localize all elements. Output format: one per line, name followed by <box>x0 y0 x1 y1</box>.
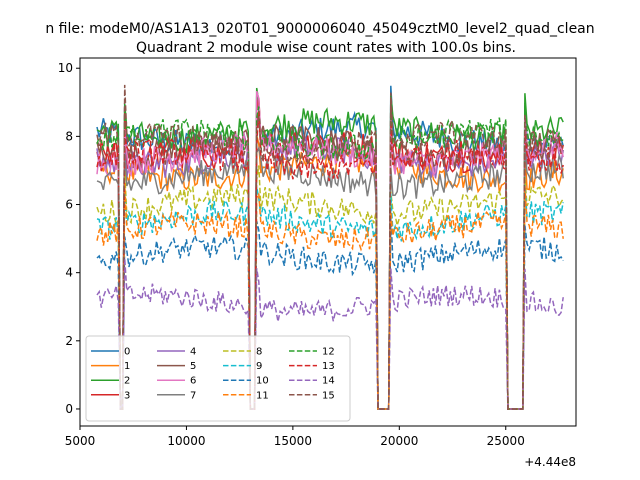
y-axis: 0 2 4 6 8 10 <box>58 61 80 416</box>
y-tick-label: 0 <box>65 402 73 416</box>
legend-label-11: 11 <box>256 390 269 401</box>
legend-label-13: 13 <box>322 361 335 372</box>
chart-title: Quadrant 2 module wise count rates with … <box>136 40 516 56</box>
legend-label-8: 8 <box>256 347 262 358</box>
y-tick-label: 2 <box>65 334 73 348</box>
x-tick-label: 5000 <box>65 434 96 448</box>
legend-label-14: 14 <box>322 376 335 387</box>
plot-frame <box>79 57 577 427</box>
x-tick-label: 15000 <box>274 434 312 448</box>
legend-label-9: 9 <box>256 361 262 372</box>
legend-label-0: 0 <box>124 347 130 358</box>
x-tick-label: 20000 <box>380 434 418 448</box>
x-offset-label: +4.44e8 <box>524 455 576 469</box>
series-line-2 <box>96 87 564 410</box>
y-tick-label: 10 <box>58 61 73 75</box>
series-layer <box>96 84 564 410</box>
chart-suptitle: n file: modeM0/AS1A13_020T01_9000006040_… <box>45 21 594 37</box>
legend-label-10: 10 <box>256 376 269 387</box>
y-tick-label: 8 <box>65 129 73 143</box>
legend-label-7: 7 <box>190 390 196 401</box>
series-line-15 <box>96 84 564 410</box>
series-line-14 <box>96 258 564 410</box>
legend-label-4: 4 <box>190 347 196 358</box>
x-axis: 5000 10000 15000 20000 25000 <box>65 426 525 448</box>
legend-label-2: 2 <box>124 376 130 387</box>
y-tick-label: 4 <box>65 266 73 280</box>
series-line-11 <box>96 183 564 410</box>
legend-label-1: 1 <box>124 361 130 372</box>
y-tick-label: 6 <box>65 198 73 212</box>
x-tick-label: 10000 <box>167 434 205 448</box>
series-line-8 <box>96 165 564 410</box>
series-line-7 <box>96 145 564 410</box>
legend-label-5: 5 <box>190 361 196 372</box>
legend-label-6: 6 <box>190 376 196 387</box>
series-line-9 <box>96 185 564 410</box>
series-line-12 <box>96 102 564 410</box>
series-line-13 <box>96 111 564 410</box>
x-tick-label: 25000 <box>487 434 525 448</box>
legend-box <box>85 335 351 422</box>
legend-label-15: 15 <box>322 390 335 401</box>
series-line-10 <box>96 213 564 410</box>
legend-label-12: 12 <box>322 347 335 358</box>
legend-label-3: 3 <box>124 390 130 401</box>
